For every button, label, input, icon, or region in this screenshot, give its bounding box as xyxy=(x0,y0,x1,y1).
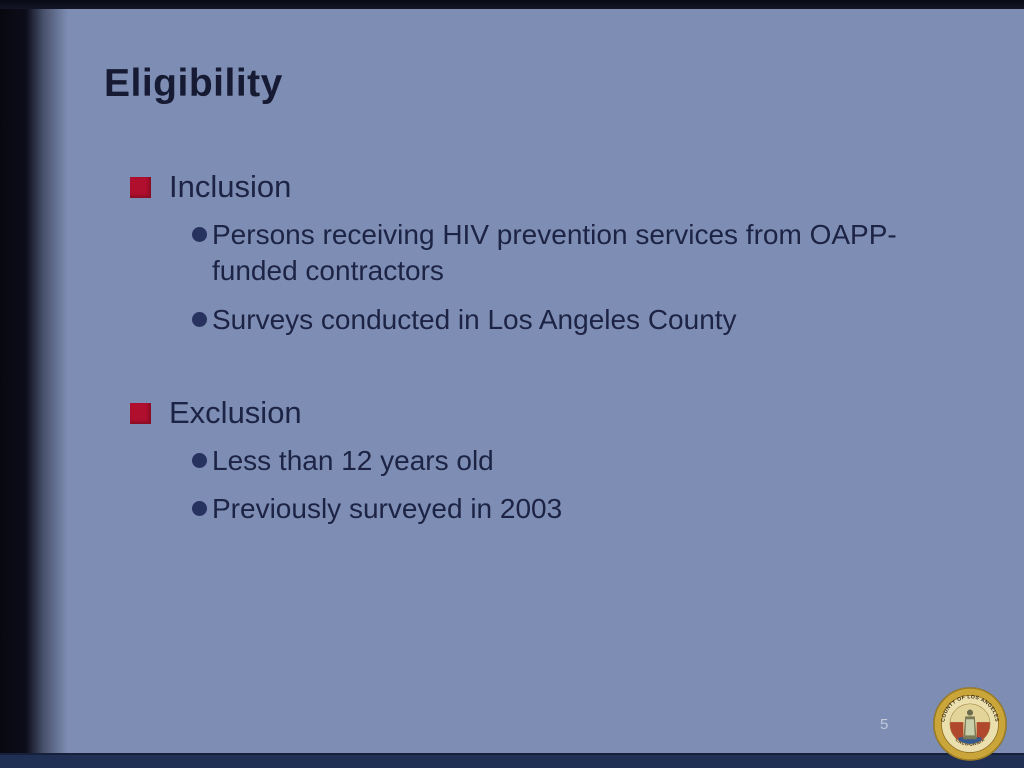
list-item: Surveys conducted in Los Angeles County xyxy=(192,302,960,338)
list-item: Persons receiving HIV prevention service… xyxy=(192,217,960,290)
section-spacer xyxy=(130,338,960,394)
slide-title: Eligibility xyxy=(104,62,283,105)
list-item-text: Less than 12 years old xyxy=(212,444,494,476)
inclusion-sub-list: Persons receiving HIV prevention service… xyxy=(192,217,960,338)
circle-bullet-icon xyxy=(192,501,207,517)
circle-bullet-icon xyxy=(192,452,207,468)
left-shadow-band xyxy=(0,0,70,768)
circle-bullet-icon xyxy=(192,226,207,242)
page-number: 5 xyxy=(880,716,889,733)
list-item: Previously surveyed in 2003 xyxy=(192,491,960,527)
list-item: Less than 12 years old xyxy=(192,443,960,479)
circle-bullet-icon xyxy=(192,311,207,327)
exclusion-sub-list: Less than 12 years old Previously survey… xyxy=(192,443,960,528)
la-county-seal-icon: COUNTY OF LOS ANGELES CALIFORNIA xyxy=(933,687,1007,761)
section-heading: Exclusion xyxy=(169,394,302,430)
bullet-section-exclusion: Exclusion xyxy=(130,394,960,433)
bullet-section-inclusion: Inclusion xyxy=(130,168,960,207)
list-item-text: Surveys conducted in Los Angeles County xyxy=(212,303,737,335)
list-item-text: Persons receiving HIV prevention service… xyxy=(212,218,897,287)
bottom-edge-band xyxy=(0,753,1024,768)
square-bullet-icon xyxy=(130,402,151,424)
square-bullet-icon xyxy=(130,176,151,198)
top-edge-band xyxy=(0,0,1024,9)
slide-body: Inclusion Persons receiving HIV preventi… xyxy=(130,168,960,527)
section-heading: Inclusion xyxy=(169,169,292,204)
list-item-text: Previously surveyed in 2003 xyxy=(212,493,563,525)
